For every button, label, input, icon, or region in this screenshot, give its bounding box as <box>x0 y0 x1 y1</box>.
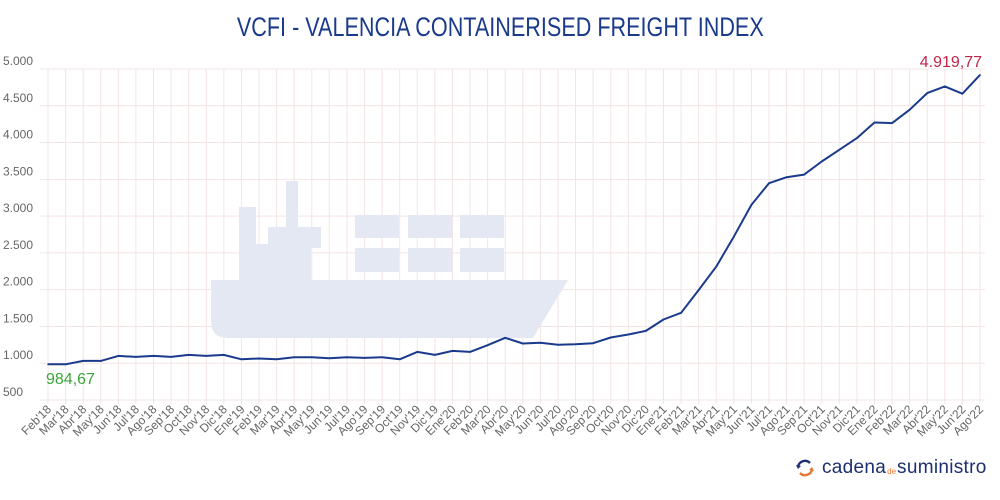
data-point <box>205 355 208 357</box>
y-tick-label: 4.000 <box>3 128 33 142</box>
data-point <box>486 344 489 347</box>
data-point <box>803 173 805 176</box>
data-point <box>240 358 243 361</box>
data-point <box>258 357 260 360</box>
data-point <box>82 360 84 362</box>
y-tick-label: 3.500 <box>3 164 33 178</box>
data-point <box>697 289 700 291</box>
y-tick-label: 4.500 <box>3 91 33 105</box>
data-point <box>557 344 559 346</box>
data-point <box>117 355 120 357</box>
data-point <box>99 360 102 362</box>
data-point <box>944 85 946 88</box>
data-point <box>451 350 454 352</box>
data-point <box>785 176 788 179</box>
data-point <box>979 74 981 76</box>
cadena-de-suministro-logo: cadena de suministro <box>795 457 987 479</box>
data-point <box>310 356 313 358</box>
data-point <box>961 92 964 95</box>
x-axis: Feb'18Mar'18Abr'18May'18Jun'18Jul'18Ago'… <box>19 402 987 439</box>
data-point <box>187 354 190 356</box>
points <box>47 74 981 366</box>
data-point <box>223 354 225 356</box>
y-tick-label: 1.500 <box>3 311 33 325</box>
data-point <box>152 355 155 357</box>
data-point <box>609 336 612 339</box>
data-point <box>750 204 753 206</box>
data-point <box>680 311 682 314</box>
data-point <box>662 318 665 321</box>
data-point <box>820 160 823 163</box>
data-point <box>908 108 911 111</box>
y-tick-label: 2.500 <box>3 238 33 252</box>
circular-arrows-icon <box>796 459 814 477</box>
grid <box>40 68 985 404</box>
data-point <box>574 343 577 345</box>
data-point <box>293 356 295 358</box>
data-point <box>838 149 841 151</box>
data-point <box>856 137 858 139</box>
data-point <box>64 363 67 366</box>
chart-title: VCFI - VALENCIA CONTAINERISED FREIGHT IN… <box>236 12 764 42</box>
data-point <box>398 358 401 361</box>
ship-watermark-icon <box>211 181 568 338</box>
data-point <box>891 122 893 124</box>
data-point <box>733 235 735 238</box>
series-line <box>48 74 981 366</box>
y-axis: 500 1.000 1.500 2.000 2.500 3.000 3.500 4.000 4.… <box>3 54 33 399</box>
y-tick-label: 1.000 <box>3 348 33 362</box>
data-point <box>521 342 524 345</box>
data-point <box>715 265 718 268</box>
data-point <box>328 357 331 360</box>
data-point <box>627 333 630 336</box>
data-point <box>135 356 137 358</box>
data-point <box>592 342 594 345</box>
data-point <box>873 121 876 124</box>
data-point <box>363 357 366 359</box>
data-point <box>434 354 436 356</box>
last-value-label: 4.919,77 <box>920 54 982 71</box>
data-point <box>768 182 770 185</box>
data-point <box>170 356 172 358</box>
data-point <box>381 356 383 358</box>
y-tick-label: 5.000 <box>3 54 33 68</box>
y-tick-label: 2.000 <box>3 275 33 289</box>
data-point <box>504 337 507 339</box>
data-point <box>645 330 647 332</box>
y-tick-label: 3.000 <box>3 201 33 215</box>
data-point <box>539 342 542 344</box>
y-tick-label: 500 <box>3 385 23 399</box>
data-point <box>47 363 49 366</box>
data-point <box>416 351 419 353</box>
data-point <box>926 92 929 94</box>
data-point <box>469 351 471 353</box>
data-point <box>275 358 278 361</box>
first-value-label: 984,67 <box>46 371 95 388</box>
data-point <box>346 356 348 358</box>
